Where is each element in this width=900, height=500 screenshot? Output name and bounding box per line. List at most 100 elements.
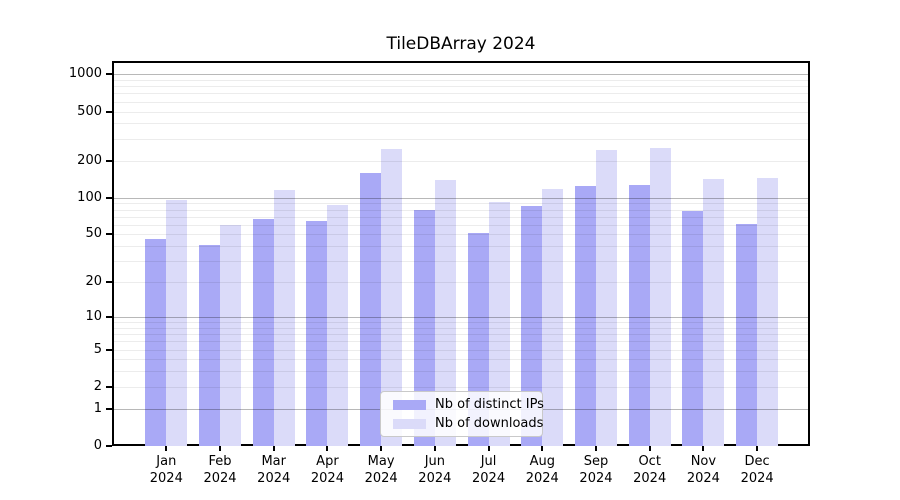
y-tick-mark [106,159,112,162]
y-tick-label: 20 [85,274,102,290]
minor-gridline [114,246,808,248]
x-tick-year: 2024 [472,471,506,486]
bar-downloads [166,199,188,446]
minor-gridline [114,86,808,88]
x-tick-mark [594,446,597,451]
x-tick-mark [541,446,544,451]
y-tick-mark [106,348,112,351]
bar-distinct-ips [682,210,704,446]
y-tick-label: 500 [77,103,102,119]
minor-gridline [114,216,808,218]
x-tick-mark [756,446,759,451]
x-tick-label: Feb 2024 [192,453,248,487]
bar-distinct-ips [574,185,596,446]
y-tick-label: 2 [93,378,102,394]
x-tick-month: Mar [261,454,286,469]
legend-label-distinct-ips: Nb of distinct IPs [435,397,544,412]
x-tick-mark [433,446,436,451]
y-tick-mark [106,281,112,284]
y-tick-mark [106,407,112,410]
x-tick-month: Aug [529,454,555,469]
major-gridline [114,197,808,199]
y-tick-label: 200 [77,152,102,168]
y-tick-label: 1000 [68,66,102,82]
x-tick-label: Jan 2024 [138,453,194,487]
x-tick-mark [326,446,329,451]
x-tick-year: 2024 [686,471,720,486]
bar-downloads [649,148,671,446]
x-tick-month: Dec [744,454,770,469]
x-tick-year: 2024 [149,471,183,486]
minor-gridline [114,79,808,81]
bar-downloads [327,205,349,446]
minor-gridline [114,282,808,284]
minor-gridline [114,93,808,95]
y-tick-label: 50 [85,226,102,242]
x-tick-month: Nov [690,454,717,469]
x-tick-label: Mar 2024 [246,453,302,487]
x-tick-mark [272,446,275,451]
bar-downloads [434,180,456,446]
bar-distinct-ips [413,210,435,446]
x-tick-month: May [367,454,395,469]
y-tick-mark [106,315,112,318]
x-tick-mark [380,446,383,451]
minor-gridline [114,371,808,373]
legend-swatch-downloads [393,418,426,429]
bar-distinct-ips [252,218,274,446]
plot-area [112,61,810,446]
minor-gridline [114,101,808,103]
y-tick-label: 5 [93,341,102,357]
x-tick-label: Jun 2024 [407,453,463,487]
y-tick-label: 100 [77,189,102,205]
x-tick-label: May 2024 [353,453,409,487]
minor-gridline [114,138,808,140]
x-tick-year: 2024 [364,471,398,486]
legend: Nb of distinct IPs Nb of downloads [380,391,544,437]
minor-gridline [114,203,808,205]
y-tick-label: 0 [93,438,102,453]
legend-item-downloads: Nb of downloads [393,416,543,431]
y-tick-mark [106,196,112,199]
bar-distinct-ips [360,172,382,446]
x-tick-label: Aug 2024 [514,453,570,487]
x-tick-label: Apr 2024 [299,453,355,487]
x-tick-mark [219,446,221,451]
bar-downloads [220,224,241,446]
minor-gridline [114,160,808,162]
minor-gridline [114,349,808,351]
x-tick-year: 2024 [203,471,237,486]
x-tick-month: Sep [583,454,609,469]
y-tick-mark [106,233,112,236]
x-tick-year: 2024 [257,471,291,486]
bar-downloads [542,188,564,446]
minor-gridline [114,341,808,343]
minor-gridline [114,327,808,329]
major-gridline [114,316,808,318]
x-tick-year: 2024 [633,471,667,486]
x-tick-year: 2024 [310,471,344,486]
x-tick-year: 2024 [418,471,452,486]
bar-distinct-ips [628,184,650,446]
minor-gridline [114,386,808,388]
x-tick-year: 2024 [525,471,559,486]
y-tick-mark [106,73,112,76]
x-tick-label: Sep 2024 [568,453,624,487]
y-tick-label: 10 [85,308,102,324]
minor-gridline [114,123,808,125]
x-tick-month: Feb [208,454,232,469]
bar-distinct-ips [145,238,167,446]
minor-gridline [114,359,808,361]
minor-gridline [114,334,808,336]
x-tick-mark [648,446,651,451]
x-tick-year: 2024 [579,471,613,486]
minor-gridline [114,111,808,113]
x-tick-label: Jul 2024 [461,453,517,487]
bar-downloads [488,202,510,446]
y-tick-label: 1 [93,400,102,416]
major-gridline [114,74,808,76]
bar-downloads [757,177,779,446]
x-tick-month: Jul [480,454,497,469]
bar-downloads [703,179,725,446]
